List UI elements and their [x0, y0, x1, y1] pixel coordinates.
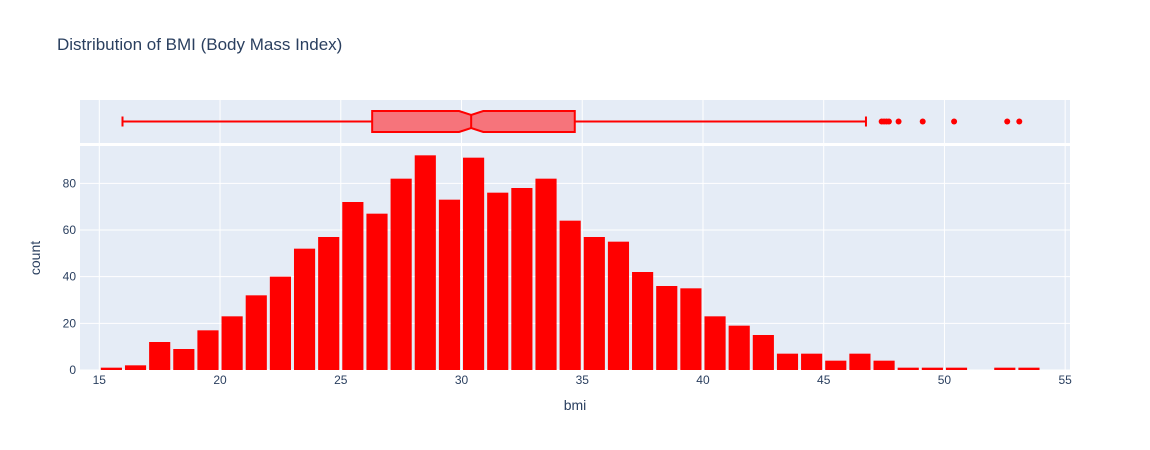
- histogram-bar: [221, 316, 243, 370]
- outlier-point: [1016, 118, 1023, 125]
- histogram-bar: [414, 155, 436, 370]
- histogram-bar: [293, 248, 316, 370]
- histogram-bar: [897, 367, 919, 370]
- x-tick-label: 30: [455, 373, 469, 387]
- histogram-bar: [994, 367, 1016, 370]
- histogram-bar: [728, 325, 750, 370]
- histogram-bar: [704, 316, 726, 370]
- outlier-point: [919, 118, 926, 125]
- histogram-bar: [583, 237, 605, 370]
- x-axis-title: bmi: [564, 397, 587, 413]
- histogram-bar: [801, 353, 823, 370]
- outlier-point: [895, 118, 902, 125]
- histogram-bar: [318, 237, 340, 370]
- histogram-bar: [945, 367, 968, 370]
- x-tick-label: 40: [696, 373, 710, 387]
- y-tick-label: 0: [69, 363, 76, 377]
- x-tick-label: 55: [1058, 373, 1072, 387]
- outlier-point: [951, 118, 958, 125]
- x-tick-label: 20: [213, 373, 227, 387]
- histogram-bar: [390, 178, 412, 370]
- y-tick-label: 40: [63, 270, 77, 284]
- histogram-bar: [149, 342, 171, 370]
- histogram-bar: [1018, 367, 1040, 370]
- histogram-bar: [173, 349, 195, 370]
- histogram-bar: [873, 360, 895, 370]
- x-tick-label: 45: [817, 373, 831, 387]
- y-tick-label: 60: [63, 223, 77, 237]
- y-tick-label: 80: [63, 176, 77, 190]
- y-axis-title: count: [27, 241, 43, 275]
- histogram-bar: [197, 330, 219, 370]
- x-axis-ticks: 15 20 25 30 35 40 45 50 55: [93, 373, 1073, 387]
- histogram-bar: [366, 213, 388, 370]
- histogram-bar: [752, 335, 774, 370]
- y-axis-ticks: 0 20 40 60 80: [63, 176, 77, 377]
- histogram-bar: [438, 199, 461, 370]
- histogram-bar: [487, 192, 509, 370]
- histogram-bar: [342, 202, 364, 370]
- histogram-bar: [849, 353, 871, 370]
- marginal-box-plot: [121, 110, 1023, 133]
- histogram-bar: [100, 367, 122, 370]
- histogram-bar: [656, 286, 678, 370]
- histogram-bar: [511, 188, 533, 370]
- x-tick-label: 50: [938, 373, 952, 387]
- histogram-bar: [559, 220, 581, 370]
- x-tick-label: 15: [93, 373, 107, 387]
- histogram-bar: [124, 365, 147, 370]
- chart-title: Distribution of BMI (Body Mass Index): [57, 35, 342, 54]
- histogram-bar: [607, 241, 630, 370]
- y-tick-label: 20: [63, 316, 77, 330]
- histogram-bar: [535, 178, 557, 370]
- histogram-bar: [245, 295, 267, 370]
- histogram-bar: [269, 276, 291, 370]
- histogram-bar: [680, 288, 702, 370]
- histogram-bar: [776, 353, 799, 370]
- outlier-point: [885, 118, 892, 125]
- x-tick-label: 35: [576, 373, 590, 387]
- histogram-bar: [463, 157, 485, 370]
- histogram-bars: [100, 155, 1040, 370]
- box-body: [371, 110, 576, 133]
- x-tick-label: 25: [334, 373, 348, 387]
- histogram-bar: [921, 367, 943, 370]
- histogram-bar: [632, 272, 654, 370]
- outlier-point: [1004, 118, 1011, 125]
- histogram-bar: [825, 360, 847, 370]
